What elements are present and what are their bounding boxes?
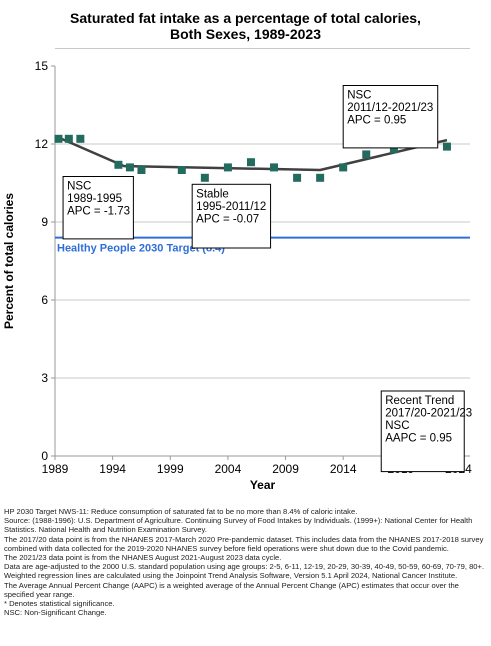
data-point — [137, 166, 146, 174]
annotation-box — [342, 85, 439, 149]
annotation-text: 2011/12-2021/23 — [347, 102, 433, 114]
footnote-line: The 2017/20 data point is from the NHANE… — [4, 534, 484, 553]
data-point — [389, 145, 398, 154]
data-point — [316, 173, 325, 182]
data-point — [54, 134, 63, 143]
data-point — [339, 163, 348, 172]
data-point — [177, 166, 186, 174]
data-point — [270, 163, 279, 172]
annotation-box — [62, 176, 134, 240]
annotation-text: APC = -0.07 — [196, 213, 259, 225]
y-tick-label: 12 — [35, 137, 49, 151]
y-tick-label: 6 — [41, 293, 48, 307]
data-point — [362, 150, 371, 159]
y-tick-label: 0 — [41, 449, 48, 463]
footnote-line: The Average Annual Percent Change (AAPC)… — [4, 580, 459, 599]
x-tick-label: 2014 — [330, 462, 357, 476]
annotation-text: AAPC = 0.95 — [385, 433, 452, 445]
annotation-text: APC = 0.95 — [347, 115, 406, 127]
annotation-text: 1989-1995 — [67, 193, 122, 205]
data-point — [64, 134, 73, 143]
annotation-box — [380, 390, 465, 473]
y-tick-label: 3 — [41, 371, 48, 385]
y-tick-label: 9 — [41, 215, 48, 229]
footnote-line: Source: (1988-1996): U.S. Department of … — [4, 516, 473, 535]
chart-title-line-2: Both Sexes, 1989-2023 — [170, 26, 321, 42]
footnote-line: NSC: Non-Significant Change. — [4, 608, 107, 618]
chart-title: Saturated fat intake as a percentage of … — [0, 10, 491, 42]
data-point — [293, 173, 302, 182]
footnote-line: Weighted regression lines are calculated… — [4, 571, 458, 581]
annotation-text: NSC — [347, 90, 371, 102]
footnote-line: Data are age-adjusted to the 2000 U.S. s… — [4, 562, 485, 572]
x-tick-label: 1994 — [99, 462, 126, 476]
x-tick-label: 1989 — [42, 462, 69, 476]
footnote-line: * Denotes statistical significance. — [4, 599, 115, 609]
annotation-text: 1995-2011/12 — [196, 201, 266, 213]
data-point — [223, 163, 232, 172]
x-tick-label: 1999 — [157, 462, 184, 476]
title-divider — [55, 48, 470, 49]
annotation-box — [191, 183, 272, 249]
data-point — [246, 158, 255, 167]
annotation-text: NSC — [385, 420, 409, 432]
annotation-text: NSC — [67, 181, 91, 193]
data-point — [442, 142, 451, 151]
trend-line — [57, 136, 448, 172]
data-point — [114, 160, 123, 169]
footnote-line: The 2021/23 data point is from the NHANE… — [4, 553, 282, 563]
x-tick-label: 2004 — [215, 462, 242, 476]
x-tick-label: 2009 — [272, 462, 299, 476]
data-point — [200, 173, 209, 182]
chart-title-line-1: Saturated fat intake as a percentage of … — [70, 10, 421, 26]
data-point — [125, 163, 134, 172]
footnotes: HP 2030 Target NWS-11: Reduce consumptio… — [4, 507, 488, 617]
annotation-text: APC = -1.73 — [67, 206, 130, 218]
y-axis-label: Percent of total calories — [2, 193, 16, 329]
annotation-text: Recent Trend — [385, 395, 454, 407]
annotation-text: Stable — [196, 188, 229, 200]
x-axis-label: Year — [250, 478, 276, 492]
footnote-line: HP 2030 Target NWS-11: Reduce consumptio… — [4, 507, 358, 516]
y-tick-label: 15 — [35, 59, 49, 73]
chart-canvas: 0369121519891994199920042009201420192024… — [2, 59, 472, 492]
annotation-text: 2017/20-2021/23 — [385, 408, 472, 420]
data-point — [76, 134, 85, 143]
target-label: Healthy People 2030 Target (8.4) — [57, 243, 225, 255]
